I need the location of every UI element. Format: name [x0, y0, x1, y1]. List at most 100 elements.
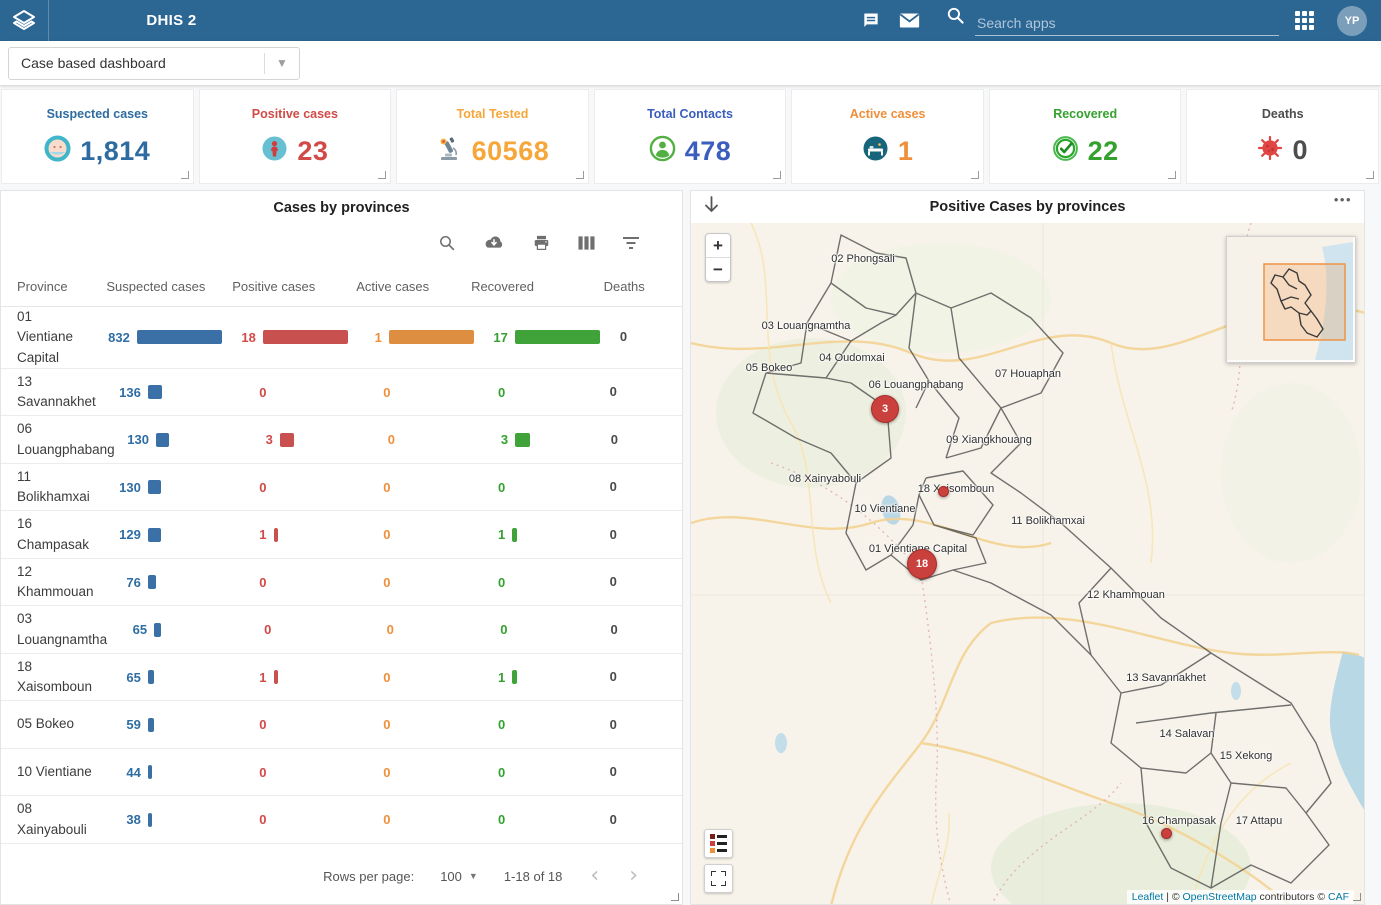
- suspected-cell: 832: [96, 330, 222, 345]
- table-title: Cases by provinces: [1, 191, 682, 216]
- table-row[interactable]: 12 Khammouan760000: [1, 559, 682, 607]
- card-label: Positive cases: [252, 107, 338, 121]
- more-options-icon[interactable]: •••: [1334, 192, 1352, 207]
- table-row[interactable]: 03 Louangnamtha650000: [1, 606, 682, 654]
- pagination-range: 1-18 of 18: [504, 869, 563, 884]
- suspected-cell: 136: [107, 385, 233, 400]
- dashboard-selector[interactable]: Case based dashboard ▼: [8, 47, 300, 80]
- download-arrow-icon[interactable]: [703, 196, 720, 220]
- province-cell: 01 Vientiane Capital: [1, 307, 96, 368]
- card-resize-handle[interactable]: [181, 171, 189, 179]
- active-cell: 0: [361, 432, 474, 447]
- zoom-in-button[interactable]: +: [706, 234, 730, 258]
- card-resize-handle[interactable]: [1168, 171, 1176, 179]
- table-row[interactable]: 13 Savannakhet1360000: [1, 369, 682, 417]
- col-header-positive[interactable]: Positive cases: [232, 279, 356, 294]
- map-resize-handle[interactable]: [1353, 893, 1361, 901]
- positive-cell: 0: [233, 812, 357, 827]
- value-label: 0: [237, 622, 271, 637]
- value-label: 0: [605, 622, 618, 637]
- col-header-province[interactable]: Province: [1, 279, 106, 294]
- value-label: 832: [96, 330, 130, 345]
- fullscreen-button[interactable]: [704, 864, 733, 893]
- positive-cell: 0: [237, 622, 360, 637]
- stat-card-active: Active cases 1: [791, 89, 984, 184]
- value-label: 0: [471, 765, 505, 780]
- case-cluster-marker[interactable]: 3: [871, 395, 899, 423]
- filter-icon[interactable]: [622, 236, 640, 250]
- value-label: 0: [356, 575, 390, 590]
- table-row[interactable]: 01 Vientiane Capital832181170: [1, 307, 682, 369]
- rows-per-page-select[interactable]: 100 ▼: [440, 869, 478, 884]
- leaflet-link[interactable]: Leaflet: [1132, 891, 1164, 903]
- card-resize-handle[interactable]: [773, 171, 781, 179]
- province-cell: 18 Xaisomboun: [1, 657, 107, 698]
- value-label: 0: [356, 385, 390, 400]
- col-header-deaths[interactable]: Deaths: [590, 279, 682, 294]
- stat-card-recovered: Recovered 22: [989, 89, 1182, 184]
- messages-icon[interactable]: [890, 0, 928, 41]
- table-row[interactable]: 05 Bokeo590000: [1, 701, 682, 749]
- col-header-suspected[interactable]: Suspected cases: [106, 279, 232, 294]
- case-cluster-marker[interactable]: 18: [907, 549, 937, 579]
- interpretations-icon[interactable]: [852, 0, 890, 41]
- map-canvas[interactable]: 02 Phongsali03 Louangnamtha04 Oudomxai05…: [691, 223, 1364, 904]
- table-search-icon[interactable]: [438, 234, 456, 252]
- zoom-out-button[interactable]: −: [706, 258, 730, 281]
- suspected-bar: [137, 330, 222, 344]
- positive-cell: 1: [233, 527, 357, 542]
- recovered-bar: [515, 433, 530, 447]
- fullscreen-icon: [713, 873, 724, 884]
- value-label: 17: [474, 330, 508, 345]
- col-header-active[interactable]: Active cases: [356, 279, 471, 294]
- table-row[interactable]: 11 Bolikhamxai1300000: [1, 464, 682, 512]
- caf-link[interactable]: CAF: [1328, 891, 1349, 903]
- table-row[interactable]: 10 Vientiane440000: [1, 749, 682, 797]
- table-row[interactable]: 18 Xaisomboun651010: [1, 654, 682, 702]
- next-page-icon[interactable]: ›: [627, 865, 640, 887]
- user-avatar[interactable]: YP: [1337, 6, 1367, 36]
- positive-cell: 3: [239, 432, 361, 447]
- col-header-recovered[interactable]: Recovered: [471, 279, 590, 294]
- suspected-cell: 44: [107, 765, 233, 780]
- overview-minimap[interactable]: [1226, 236, 1356, 363]
- card-resize-handle[interactable]: [576, 171, 584, 179]
- chevron-down-icon: ▼: [265, 56, 299, 70]
- previous-page-icon[interactable]: ‹: [588, 865, 601, 887]
- table-row[interactable]: 16 Champasak1291010: [1, 511, 682, 559]
- card-resize-handle[interactable]: [971, 171, 979, 179]
- card-resize-handle[interactable]: [1366, 171, 1374, 179]
- recovered-cell: 0: [471, 480, 589, 495]
- case-cluster-marker[interactable]: [1161, 828, 1172, 839]
- search-icon: [946, 6, 965, 30]
- value-label: 0: [604, 717, 617, 732]
- map-panel: Positive Cases by provinces •••: [690, 190, 1365, 905]
- recovered-cell: 0: [471, 812, 589, 827]
- card-resize-handle[interactable]: [378, 171, 386, 179]
- card-label: Total Contacts: [647, 107, 733, 121]
- table-row[interactable]: 08 Xainyabouli380000: [1, 796, 682, 844]
- value-label: 0: [604, 812, 617, 827]
- search-apps-input[interactable]: [975, 11, 1279, 36]
- columns-icon[interactable]: [578, 235, 595, 251]
- value-label: 0: [356, 717, 390, 732]
- map-attribution: Leaflet | © OpenStreetMap contributors ©…: [1127, 890, 1354, 904]
- positive-cell: 18: [222, 330, 348, 345]
- table-resize-handle[interactable]: [671, 893, 679, 901]
- apps-menu-icon[interactable]: [1285, 0, 1323, 41]
- suspected-cell: 65: [107, 670, 233, 685]
- dhis2-logo[interactable]: [0, 0, 49, 41]
- stat-card-deaths: Deaths 0: [1186, 89, 1379, 184]
- legend-button[interactable]: [704, 829, 733, 858]
- osm-link[interactable]: OpenStreetMap: [1183, 891, 1257, 903]
- deaths-cell: 0: [590, 763, 682, 781]
- value-label: 0: [356, 812, 390, 827]
- recovered-cell: 0: [471, 765, 589, 780]
- table-row[interactable]: 06 Louangphabang1303030: [1, 416, 682, 464]
- contact-person-icon: [649, 135, 676, 167]
- microscope-icon: [436, 135, 463, 167]
- case-cluster-marker[interactable]: [938, 486, 949, 497]
- positive-cell: 1: [233, 670, 357, 685]
- download-cloud-icon[interactable]: [483, 234, 505, 252]
- print-icon[interactable]: [532, 234, 551, 252]
